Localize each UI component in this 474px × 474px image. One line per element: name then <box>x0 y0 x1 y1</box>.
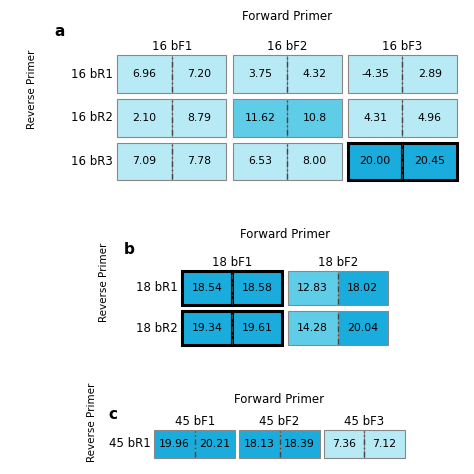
Text: 16 bR3: 16 bR3 <box>71 155 112 168</box>
Bar <box>287 143 342 180</box>
Text: 19.34: 19.34 <box>191 323 222 333</box>
Bar <box>117 99 172 137</box>
Bar <box>182 311 232 346</box>
Text: 18 bR2: 18 bR2 <box>136 321 177 335</box>
Text: 18 bF2: 18 bF2 <box>318 256 358 269</box>
Text: 4.96: 4.96 <box>418 113 442 123</box>
Text: 20.21: 20.21 <box>199 439 230 449</box>
Text: 12.83: 12.83 <box>297 283 328 293</box>
Text: 16 bF1: 16 bF1 <box>152 40 192 54</box>
Text: 20.04: 20.04 <box>347 323 378 333</box>
Text: 18.39: 18.39 <box>284 439 315 449</box>
Bar <box>155 430 195 457</box>
Text: Reverse Primer: Reverse Primer <box>87 383 97 462</box>
Text: c: c <box>108 407 117 422</box>
Bar <box>195 430 235 457</box>
Bar <box>233 99 287 137</box>
Bar <box>288 271 337 305</box>
Text: Forward Primer: Forward Primer <box>240 228 330 241</box>
Bar <box>172 55 227 93</box>
Text: 2.10: 2.10 <box>133 113 156 123</box>
Bar <box>337 311 388 346</box>
Text: 18.02: 18.02 <box>347 283 378 293</box>
Text: 11.62: 11.62 <box>245 113 275 123</box>
Bar <box>402 143 457 180</box>
Bar <box>172 99 227 137</box>
Bar <box>117 55 172 93</box>
Text: 20.00: 20.00 <box>359 156 391 166</box>
Bar <box>402 55 457 93</box>
Text: a: a <box>54 24 64 39</box>
Text: 16 bF2: 16 bF2 <box>267 40 307 54</box>
Text: 18 bR1: 18 bR1 <box>136 282 177 294</box>
Bar <box>337 271 388 305</box>
Bar <box>324 430 365 457</box>
Bar <box>233 143 287 180</box>
Text: 8.00: 8.00 <box>302 156 327 166</box>
Text: -4.35: -4.35 <box>361 69 389 79</box>
Text: 19.61: 19.61 <box>241 323 273 333</box>
Bar <box>172 143 227 180</box>
Text: Forward Primer: Forward Primer <box>242 10 332 23</box>
Text: 7.36: 7.36 <box>332 439 356 449</box>
Text: 18.13: 18.13 <box>244 439 275 449</box>
Bar <box>365 430 405 457</box>
Bar <box>287 99 342 137</box>
Text: Reverse Primer: Reverse Primer <box>27 49 37 129</box>
Text: b: b <box>124 242 135 257</box>
Text: 7.12: 7.12 <box>373 439 397 449</box>
Text: 16 bR1: 16 bR1 <box>71 68 112 81</box>
Text: 45 bF1: 45 bF1 <box>174 416 215 428</box>
Text: 45 bR1: 45 bR1 <box>109 437 151 450</box>
Text: 6.96: 6.96 <box>133 69 156 79</box>
Text: 4.32: 4.32 <box>302 69 327 79</box>
Text: 10.8: 10.8 <box>302 113 327 123</box>
Bar <box>232 271 282 305</box>
Text: 18.58: 18.58 <box>241 283 273 293</box>
Text: 14.28: 14.28 <box>297 323 328 333</box>
Text: 7.78: 7.78 <box>187 156 211 166</box>
Text: 4.31: 4.31 <box>363 113 387 123</box>
Bar <box>288 311 337 346</box>
Bar <box>232 311 282 346</box>
Bar <box>348 143 402 180</box>
Text: 16 bF3: 16 bF3 <box>382 40 422 54</box>
Text: Reverse Primer: Reverse Primer <box>99 242 109 321</box>
Bar <box>402 99 457 137</box>
Bar <box>182 271 232 305</box>
Text: Forward Primer: Forward Primer <box>235 393 325 406</box>
Text: 18 bF1: 18 bF1 <box>212 256 252 269</box>
Bar <box>287 55 342 93</box>
Bar <box>117 143 172 180</box>
Text: 18.54: 18.54 <box>191 283 222 293</box>
Text: 3.75: 3.75 <box>248 69 272 79</box>
Text: 45 bF3: 45 bF3 <box>345 416 384 428</box>
Text: 7.09: 7.09 <box>133 156 156 166</box>
Text: 19.96: 19.96 <box>159 439 190 449</box>
Text: 20.45: 20.45 <box>414 156 445 166</box>
Text: 45 bF2: 45 bF2 <box>259 416 300 428</box>
Text: 7.20: 7.20 <box>187 69 211 79</box>
Bar <box>233 55 287 93</box>
Bar <box>348 55 402 93</box>
Bar <box>239 430 280 457</box>
Bar <box>280 430 320 457</box>
Text: 6.53: 6.53 <box>248 156 272 166</box>
Text: 8.79: 8.79 <box>187 113 211 123</box>
Bar <box>348 99 402 137</box>
Text: 2.89: 2.89 <box>418 69 442 79</box>
Text: 16 bR2: 16 bR2 <box>71 111 112 124</box>
